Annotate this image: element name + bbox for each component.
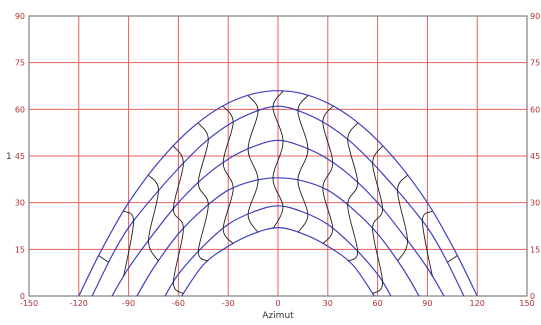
x-tick-label: -120 <box>70 299 88 308</box>
y-tick-label-left: 45 <box>15 152 25 161</box>
x-tick-label: 150 <box>519 299 534 308</box>
y-tick-label-right: 0 <box>530 292 535 301</box>
y-tick-label-right: 75 <box>530 59 540 68</box>
x-tick-label: 0 <box>275 299 280 308</box>
x-tick-label: -150 <box>20 299 38 308</box>
x-tick-label: -30 <box>222 299 235 308</box>
plot-frame <box>28 15 528 297</box>
hour-line <box>447 255 458 263</box>
hour-line <box>421 210 433 277</box>
day-path-line <box>181 226 375 297</box>
hour-line <box>98 255 109 263</box>
y-tick-label-right: 90 <box>530 12 540 21</box>
x-axis-label: Azimut <box>262 311 294 321</box>
hour-line <box>272 91 284 230</box>
y-tick-label-right: 45 <box>530 152 540 161</box>
hour-line <box>372 145 384 294</box>
day-path-line <box>164 205 392 297</box>
x-tick-label: 60 <box>373 299 383 308</box>
x-tick-label: -90 <box>122 299 135 308</box>
x-tick-label: -60 <box>172 299 185 308</box>
y-tick-label-right: 30 <box>530 199 540 208</box>
x-tick-label: 90 <box>422 299 432 308</box>
hour-line <box>297 95 309 233</box>
y-tick-label-left: 75 <box>15 59 25 68</box>
hour-line <box>347 122 359 262</box>
hour-line <box>322 105 334 245</box>
y-tick-label-left: 30 <box>15 199 25 208</box>
y-tick-label-left: 0 <box>20 292 25 301</box>
hour-line <box>222 105 234 245</box>
day-paths <box>78 90 478 297</box>
hour-line <box>397 174 408 262</box>
x-tick-label: 30 <box>323 299 333 308</box>
y-axis-label: 1 <box>6 152 12 162</box>
y-tick-label-left: 15 <box>15 245 25 254</box>
day-path-line <box>111 139 445 297</box>
y-tick-label-right: 15 <box>530 245 540 254</box>
x-tick-label: 120 <box>470 299 485 308</box>
hour-line <box>172 145 184 294</box>
day-path-line <box>136 177 420 297</box>
hour-line <box>148 174 159 262</box>
y-tick-label-right: 60 <box>530 105 540 114</box>
hour-lines <box>98 91 458 294</box>
day-path-line <box>78 90 478 297</box>
hour-line <box>123 210 135 277</box>
day-path-line <box>91 105 465 297</box>
hour-line <box>197 122 209 262</box>
y-tick-label-left: 60 <box>15 105 25 114</box>
hour-line <box>247 95 259 233</box>
y-tick-label-left: 90 <box>15 12 25 21</box>
